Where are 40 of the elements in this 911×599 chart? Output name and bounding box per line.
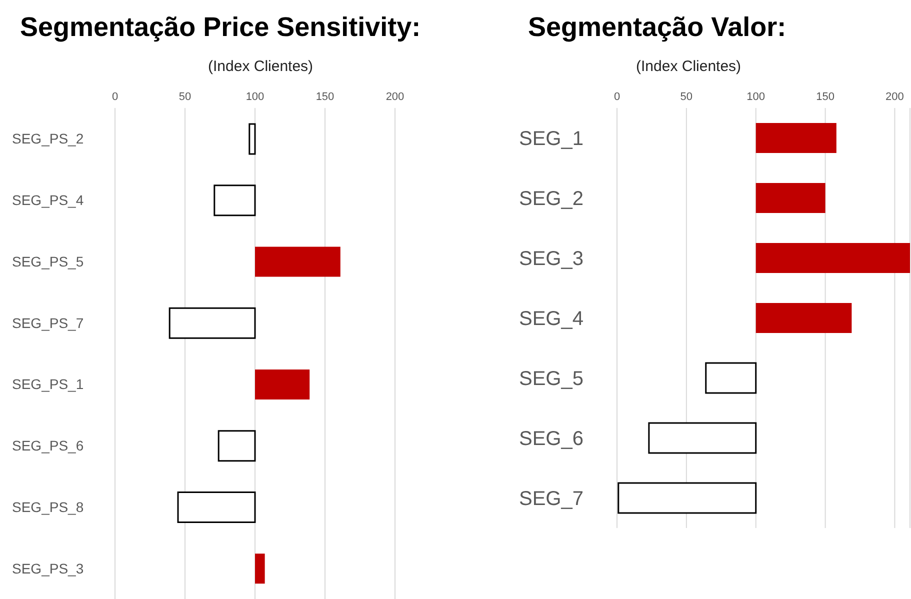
x-tick-label: 200 [886, 91, 904, 103]
bar [756, 183, 826, 213]
x-tick-label: 100 [246, 91, 264, 103]
x-tick-label: 50 [178, 91, 192, 103]
y-tick-label: SEG_1 [519, 128, 584, 150]
y-tick-label: SEG_4 [519, 308, 584, 330]
y-tick-label: SEG_2 [519, 188, 584, 210]
bar [255, 554, 265, 584]
x-tick-label: 0 [614, 91, 620, 103]
y-tick-label: SEG_PS_2 [12, 130, 84, 147]
y-tick-label: SEG_5 [519, 368, 584, 390]
bar [248, 123, 256, 155]
x-tick-label: 0 [112, 91, 118, 103]
bar [255, 246, 340, 277]
chart-title: Segmentação Price Sensitivity: [20, 12, 421, 43]
x-tick-label: 200 [386, 91, 404, 103]
bar [756, 303, 852, 333]
bar [214, 184, 256, 216]
y-tick-label: SEG_PS_3 [12, 560, 84, 576]
x-tick-label: 100 [746, 91, 766, 103]
x-tick-label: 150 [316, 91, 334, 103]
chart-subtitle: (Index Clientes) [636, 58, 742, 75]
y-tick-label: SEG_PS_6 [12, 438, 84, 454]
bar [177, 492, 256, 523]
y-tick-label: SEG_6 [519, 428, 584, 450]
y-tick-label: SEG_PS_8 [12, 498, 84, 515]
bar [168, 307, 256, 339]
y-tick-label: SEG_3 [519, 248, 584, 270]
y-tick-label: SEG_PS_4 [12, 192, 84, 208]
x-tick-label: 50 [680, 91, 693, 103]
chart-subtitle: (Index Clientes) [208, 58, 314, 75]
bar [756, 243, 910, 273]
bar [756, 123, 836, 153]
bar [218, 430, 256, 462]
y-tick-label: SEG_PS_7 [12, 314, 84, 331]
y-tick-label: SEG_7 [519, 488, 584, 510]
y-tick-label: SEG_PS_5 [12, 253, 84, 270]
x-tick-label: 150 [816, 91, 834, 103]
chart-title: Segmentação Valor: [528, 12, 786, 43]
y-tick-label: SEG_PS_1 [12, 376, 84, 392]
